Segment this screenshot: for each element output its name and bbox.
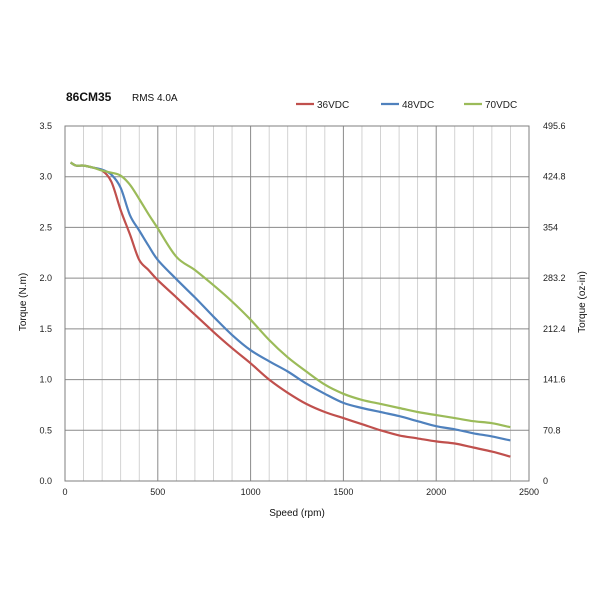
y-tick-labels: 0.0 0.5 1.0 1.5 2.0 2.5 3.0 3.5 <box>39 121 52 486</box>
y-tick-label: 2.0 <box>39 273 52 283</box>
x-tick-label: 1500 <box>333 487 353 497</box>
y2-tick-label: 141.6 <box>543 375 566 385</box>
series-line-48vdc <box>70 161 511 442</box>
chart-title: 86CM35 <box>66 90 112 104</box>
y-tick-label: 1.0 <box>39 375 52 385</box>
y2-tick-label: 70.8 <box>543 425 561 435</box>
legend-label: 36VDC <box>317 100 349 111</box>
x-tick-label: 500 <box>150 487 165 497</box>
y-tick-label: 1.5 <box>39 324 52 334</box>
legend-label: 70VDC <box>485 100 517 111</box>
y-axis-title: Torque (N.m) <box>18 273 29 331</box>
x-tick-label: 0 <box>62 487 67 497</box>
y2-tick-labels: 0 70.8 141.6 212.4 283.2 354 424.8 495.6 <box>543 121 566 486</box>
y2-tick-label: 0 <box>543 476 548 486</box>
legend-label: 48VDC <box>402 100 434 111</box>
x-axis-title: Speed (rpm) <box>269 508 325 519</box>
x-tick-labels: 0 500 1000 1500 2000 2500 <box>62 487 539 497</box>
series-line-36vdc <box>70 161 511 458</box>
x-tick-label: 2500 <box>519 487 539 497</box>
y2-tick-label: 354 <box>543 222 558 232</box>
y-tick-label: 3.5 <box>39 121 52 131</box>
legend: 36VDC 48VDC 70VDC <box>296 100 517 111</box>
y-tick-label: 3.0 <box>39 172 52 182</box>
series-layer <box>70 161 511 458</box>
series-line-70vdc <box>70 161 511 429</box>
y2-tick-label: 283.2 <box>543 273 566 283</box>
grid-minor <box>83 126 511 481</box>
chart-subtitle: RMS 4.0A <box>132 93 178 104</box>
x-tick-label: 1000 <box>241 487 261 497</box>
y2-tick-label: 212.4 <box>543 324 566 334</box>
plot-frame <box>64 125 530 482</box>
y-tick-label: 2.5 <box>39 222 52 232</box>
y2-tick-label: 424.8 <box>543 172 566 182</box>
y-tick-label: 0.0 <box>39 476 52 486</box>
y-tick-label: 0.5 <box>39 425 52 435</box>
y2-axis-title: Torque (oz-in) <box>577 271 588 333</box>
y2-tick-label: 495.6 <box>543 121 566 131</box>
x-tick-label: 2000 <box>426 487 446 497</box>
